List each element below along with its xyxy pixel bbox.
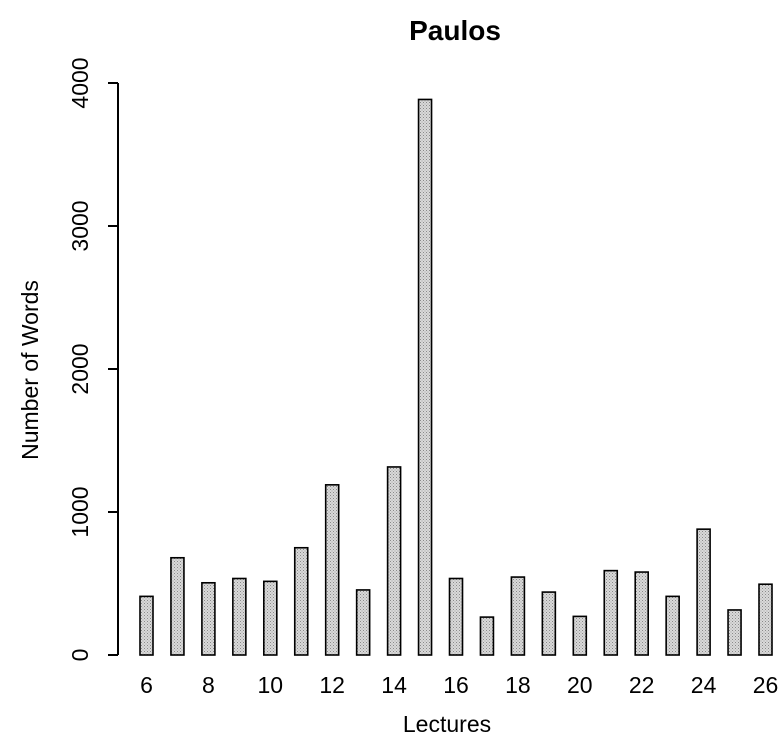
y-axis: 0 1000 2000 3000 4000 [67, 57, 119, 662]
bar-lecture-9 [232, 577, 247, 656]
y-tick-label: 0 [67, 649, 93, 662]
bar-lecture-8 [201, 581, 216, 656]
y-tick-label: 4000 [67, 57, 93, 108]
x-tick-label: 14 [381, 672, 407, 698]
bar-lecture-22 [634, 571, 650, 656]
bar-lecture-11 [293, 546, 309, 656]
x-axis: 6 8 10 12 14 16 18 20 22 24 26 [140, 672, 778, 698]
x-tick-label: 16 [443, 672, 469, 698]
y-axis-label: Number of Words [17, 280, 43, 460]
bar-lecture-24 [696, 528, 711, 656]
x-tick-label: 8 [202, 672, 215, 698]
x-tick-label: 24 [691, 672, 717, 698]
x-tick-label: 12 [319, 672, 345, 698]
bar-lecture-18 [510, 576, 526, 656]
y-tick-label: 1000 [67, 486, 93, 537]
bar-lecture-16 [448, 577, 464, 656]
x-tick-label: 22 [629, 672, 655, 698]
bar-lecture-13 [355, 589, 371, 656]
x-axis-label: Lectures [403, 711, 491, 737]
x-tick-label: 10 [258, 672, 284, 698]
bar-lecture-14 [386, 466, 402, 656]
y-tick-label: 3000 [67, 200, 93, 251]
bar-lecture-26 [758, 583, 773, 656]
bar-lecture-12 [324, 484, 340, 656]
bar-lecture-6 [139, 595, 154, 656]
bars [139, 98, 773, 656]
bar-lecture-21 [603, 569, 619, 656]
bar-lecture-25 [727, 609, 742, 656]
chart-title: Paulos [409, 15, 501, 46]
x-tick-label: 6 [140, 672, 153, 698]
bar-lecture-23 [665, 595, 680, 656]
bar-lecture-17 [479, 616, 495, 656]
y-tick-label: 2000 [67, 343, 93, 394]
bar-lecture-15 [417, 98, 433, 656]
bar-lecture-20 [572, 615, 588, 656]
x-tick-label: 20 [567, 672, 593, 698]
bar-lecture-10 [262, 580, 278, 656]
bar-lecture-19 [541, 591, 557, 656]
bar-lecture-7 [170, 556, 185, 656]
x-tick-label: 26 [753, 672, 779, 698]
x-tick-label: 18 [505, 672, 531, 698]
